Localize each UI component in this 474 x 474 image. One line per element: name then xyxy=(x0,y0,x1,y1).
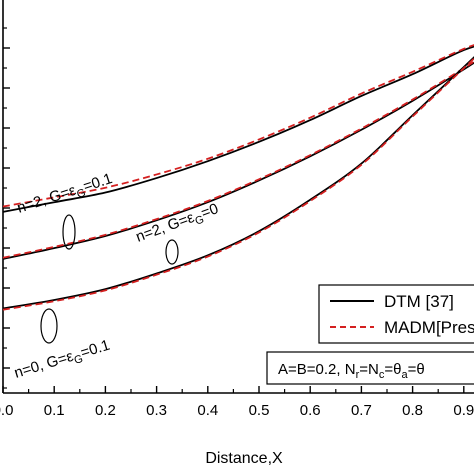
series-line-madm-3 xyxy=(2,60,474,259)
x-tick-label: 0.8 xyxy=(402,402,423,419)
annotation-ellipse-n2-g01 xyxy=(62,214,76,250)
x-tick-label: 0.0 xyxy=(0,402,13,419)
x-tick-label: 0.2 xyxy=(95,402,116,419)
series-line-dtm-4 xyxy=(2,56,474,310)
parameter-box: A=B=0.2, Nr=Nc=θa=θ xyxy=(266,351,474,385)
annotation-n0-g01: n=0, G=εG=0.1 xyxy=(12,337,113,385)
x-tick-labels: 0.0 0.1 0.2 0.3 0.4 0.5 0.6 0.7 0.8 0.9 xyxy=(0,402,474,419)
legend-label-dtm: DTM [37] xyxy=(384,292,454,311)
x-tick-label: 0.4 xyxy=(197,402,218,419)
x-ticks xyxy=(2,386,465,393)
x-tick-label: 0.6 xyxy=(300,402,321,419)
series-layer xyxy=(2,44,474,311)
legend-box xyxy=(318,284,474,344)
x-tick-label: 0.5 xyxy=(249,402,270,419)
x-tick-label: 0.3 xyxy=(146,402,167,419)
series-line-dtm-2 xyxy=(2,61,474,260)
x-tick-label: 0.9 xyxy=(453,402,474,419)
legend: DTM [37] MADM[Present] xyxy=(318,284,474,344)
legend-label-madm: MADM[Present] xyxy=(384,318,474,337)
parameter-text: A=B=0.2, Nr=Nc=θa=θ xyxy=(278,361,425,381)
x-tick-label: 0.1 xyxy=(44,402,65,419)
annotation-n2-g01: n=2, G=εG=0.1 xyxy=(15,170,115,220)
annotation-ellipse-n2-g0 xyxy=(165,239,179,265)
annotation-n2-g0: n=2, G=εG=0 xyxy=(134,200,222,248)
series-line-madm-1 xyxy=(2,44,474,208)
parameter-box-frame xyxy=(266,351,474,385)
x-tick-label: 0.7 xyxy=(351,402,372,419)
y-ticks xyxy=(3,27,10,389)
series-line-madm-5 xyxy=(2,57,474,311)
series-line-dtm-0 xyxy=(2,45,474,213)
x-axis-title: Distance,X xyxy=(205,450,283,467)
annotation-ellipse-n0-g01 xyxy=(40,308,58,344)
